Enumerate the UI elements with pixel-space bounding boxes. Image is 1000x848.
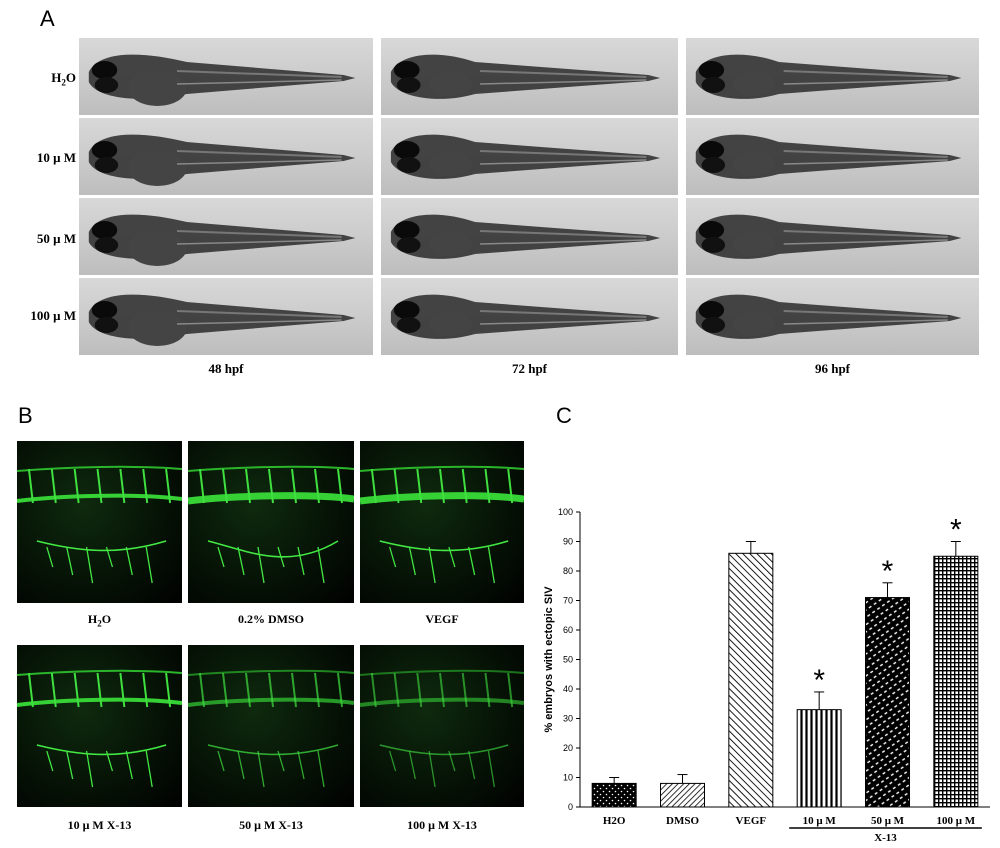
- panel-c-letter: C: [556, 403, 572, 428]
- fluo-label-h2o: H2O: [87, 612, 112, 629]
- embryo-image: [79, 198, 373, 275]
- embryo-image: [381, 118, 678, 195]
- bar: [796, 709, 842, 808]
- x-tick-label: 10 μ M: [803, 815, 837, 827]
- bar: [933, 555, 979, 808]
- y-tick-label: 20: [563, 743, 573, 753]
- vasculature-image: [360, 645, 524, 807]
- col-label-48hpf: 48 hpf: [208, 361, 244, 376]
- significance-marker: *: [813, 664, 825, 697]
- bar-chart: 0 10 20 30 40 50 60 70 80 90 100 % embryos with ect…: [543, 507, 990, 844]
- row-label-50um: 50 μ M: [36, 231, 76, 246]
- embryo-image: [686, 198, 979, 275]
- group-label: X-13: [874, 832, 897, 844]
- vasculature-image: [360, 441, 524, 603]
- y-tick-label: 30: [563, 714, 573, 724]
- bar: [591, 782, 637, 808]
- y-tick-label: 40: [563, 684, 573, 694]
- col-label-96hpf: 96 hpf: [814, 361, 851, 376]
- y-tick-label: 80: [563, 566, 573, 576]
- panel-a-letter: A: [40, 6, 55, 31]
- y-tick-label: 10: [563, 773, 573, 783]
- fluo-label-dmso: 0.2% DMSO: [238, 612, 304, 626]
- embryo-image: [381, 198, 678, 275]
- x-tick-label: DMSO: [666, 815, 699, 827]
- row-label-10um: 10 μ M: [36, 150, 76, 165]
- x-tick-label: VEGF: [736, 815, 767, 827]
- panel-b-letter: B: [18, 403, 33, 428]
- fluo-label-vegf: VEGF: [425, 612, 459, 626]
- bar: [660, 782, 705, 808]
- fluo-label-50um: 50 μ M X-13: [239, 818, 303, 832]
- significance-marker: *: [882, 555, 894, 588]
- x-tick-label: 50 μ M: [871, 815, 905, 827]
- y-tick-label: 70: [563, 596, 573, 606]
- y-tick-label: 100: [558, 507, 573, 517]
- fluo-label-10um: 10 μ M X-13: [67, 818, 132, 832]
- x-tick-label: 100 μ M: [937, 815, 976, 827]
- vasculature-image: [188, 645, 354, 807]
- vasculature-image: [17, 645, 182, 807]
- fluo-label-100um: 100 μ M X-13: [407, 818, 477, 832]
- y-tick-label: 0: [568, 802, 573, 812]
- embryo-image: [686, 278, 979, 355]
- vasculature-image: [17, 441, 182, 603]
- embryo-image: [79, 118, 373, 195]
- y-tick-label: 90: [563, 537, 573, 547]
- significance-marker: *: [950, 514, 962, 547]
- bar: [865, 597, 910, 808]
- embryo-image: [686, 38, 979, 115]
- x-tick-label: H2O: [603, 815, 626, 827]
- col-label-72hpf: 72 hpf: [511, 361, 548, 376]
- bar: [728, 552, 774, 808]
- y-tick-label: 50: [563, 655, 573, 665]
- embryo-image: [79, 38, 373, 115]
- embryo-image: [686, 118, 979, 195]
- row-label-h2o: H2O: [51, 70, 76, 88]
- y-tick-label: 60: [563, 625, 573, 635]
- embryo-image: [381, 38, 678, 115]
- vasculature-image: [188, 441, 354, 603]
- embryo-image: [79, 278, 373, 355]
- row-label-100um: 100 μ M: [30, 308, 76, 323]
- y-axis-label: % embryos with ectopic SIV: [543, 586, 555, 733]
- embryo-image: [381, 278, 678, 355]
